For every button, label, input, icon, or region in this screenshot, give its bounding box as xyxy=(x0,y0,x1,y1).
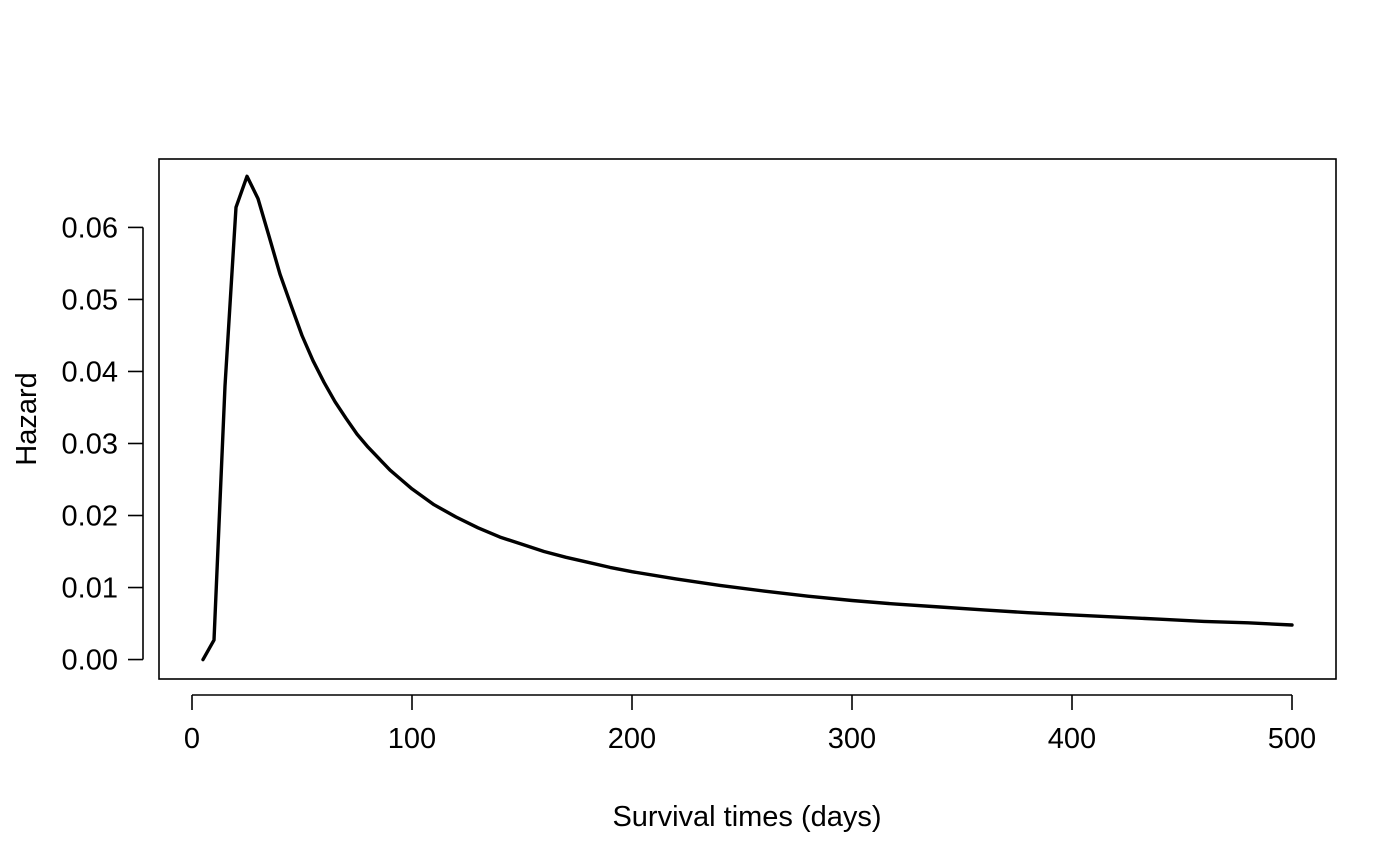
series-line xyxy=(201,174,1294,662)
series-layer xyxy=(201,174,1294,662)
x-tick-label: 500 xyxy=(1268,723,1316,755)
x-tick-label: 100 xyxy=(388,723,436,755)
x-axis-label: Survival times (days) xyxy=(612,801,881,833)
y-tick-label: 0.05 xyxy=(62,284,118,316)
y-tick-label: 0.02 xyxy=(62,501,118,533)
x-tick-label: 300 xyxy=(828,723,876,755)
y-axis-label: Hazard xyxy=(11,372,43,466)
x-tick-label: 200 xyxy=(608,723,656,755)
y-tick-label: 0.06 xyxy=(62,212,118,244)
y-tick-label: 0.03 xyxy=(62,428,118,460)
y-axis: 0.00 0.01 0.02 0.03 0.04 0.05 0.06 xyxy=(62,212,144,677)
x-tick-label: 400 xyxy=(1048,723,1096,755)
x-axis: 0 100 200 300 400 500 xyxy=(184,694,1316,755)
y-tick-label: 0.00 xyxy=(62,645,118,677)
y-tick-label: 0.04 xyxy=(62,356,118,388)
plot-frame xyxy=(158,158,1337,680)
x-tick-label: 0 xyxy=(184,723,200,755)
y-tick-label: 0.01 xyxy=(62,573,118,605)
